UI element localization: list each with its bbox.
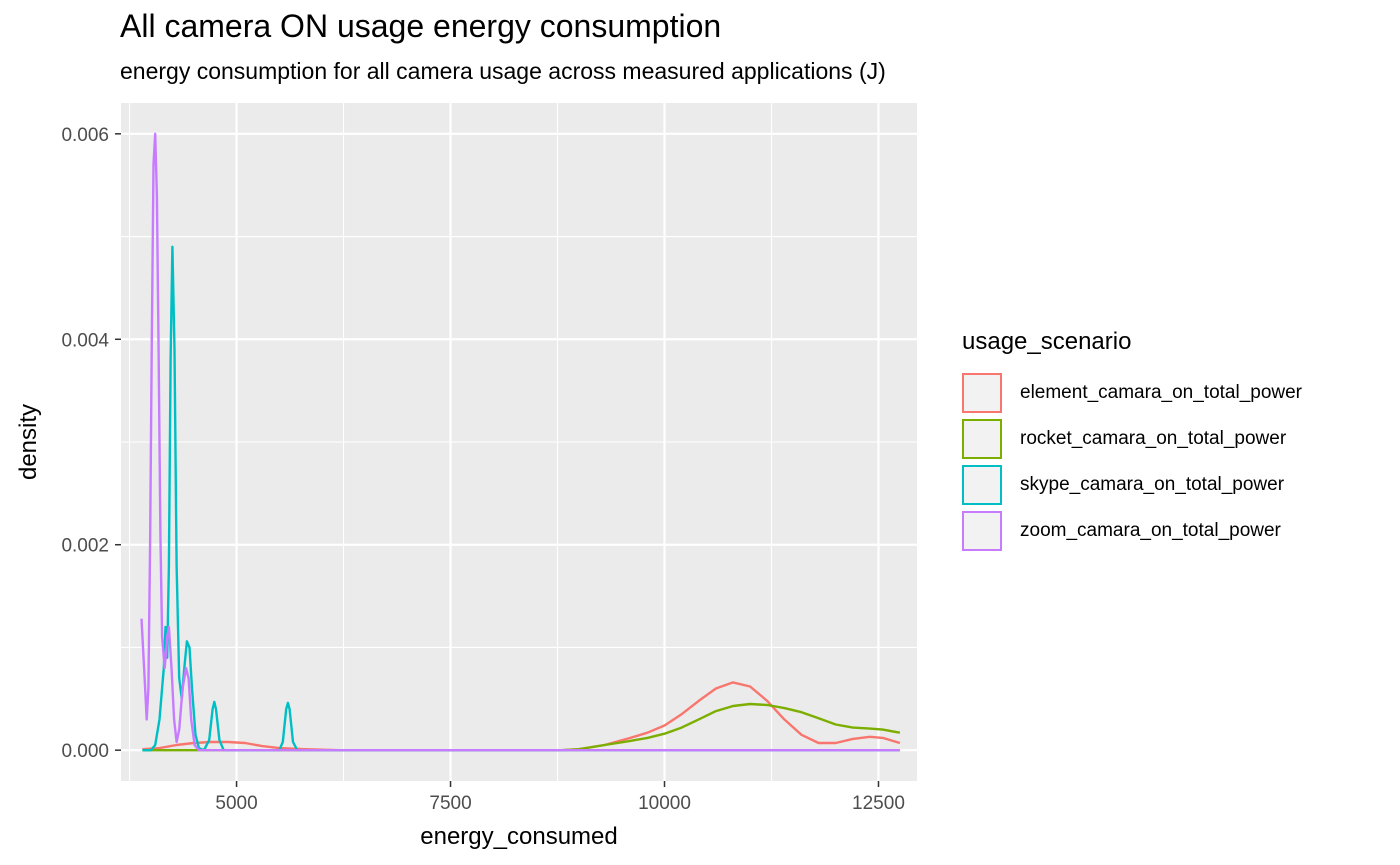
chart-subtitle: energy consumption for all camera usage … bbox=[120, 58, 886, 84]
chart-title: All camera ON usage energy consumption bbox=[120, 8, 722, 44]
y-axis-title: density bbox=[15, 404, 42, 480]
legend: usage_scenario element_camara_on_total_p… bbox=[962, 328, 1302, 554]
y-tick-label: 0.006 bbox=[61, 125, 109, 146]
x-tick-label: 12500 bbox=[852, 793, 905, 814]
series-line-3 bbox=[140, 132, 900, 752]
legend-label: zoom_camara_on_total_power bbox=[1020, 520, 1281, 541]
x-tick-label: 7500 bbox=[429, 793, 471, 814]
legend-key bbox=[962, 373, 1002, 413]
x-tick-label: 10000 bbox=[638, 793, 691, 814]
legend-key bbox=[962, 511, 1002, 551]
legend-item-skype: skype_camara_on_total_power bbox=[962, 462, 1302, 508]
legend-item-element: element_camara_on_total_power bbox=[962, 370, 1302, 416]
x-tick-label: 5000 bbox=[215, 793, 257, 814]
legend-title: usage_scenario bbox=[962, 328, 1132, 355]
legend-label: skype_camara_on_total_power bbox=[1020, 474, 1285, 495]
legend-label: rocket_camara_on_total_power bbox=[1020, 428, 1287, 449]
series-line-1 bbox=[142, 702, 901, 752]
legend-item-rocket: rocket_camara_on_total_power bbox=[962, 416, 1302, 462]
legend-item-zoom: zoom_camara_on_total_power bbox=[962, 508, 1302, 554]
y-tick-label: 0.000 bbox=[61, 741, 109, 762]
legend-key bbox=[962, 419, 1002, 459]
y-tick-label: 0.004 bbox=[61, 330, 109, 351]
x-axis-title: energy_consumed bbox=[420, 823, 617, 850]
legend-key bbox=[962, 465, 1002, 505]
legend-label: element_camara_on_total_power bbox=[1020, 382, 1303, 403]
y-tick-label: 0.002 bbox=[61, 536, 109, 557]
series-line-0 bbox=[142, 681, 901, 752]
